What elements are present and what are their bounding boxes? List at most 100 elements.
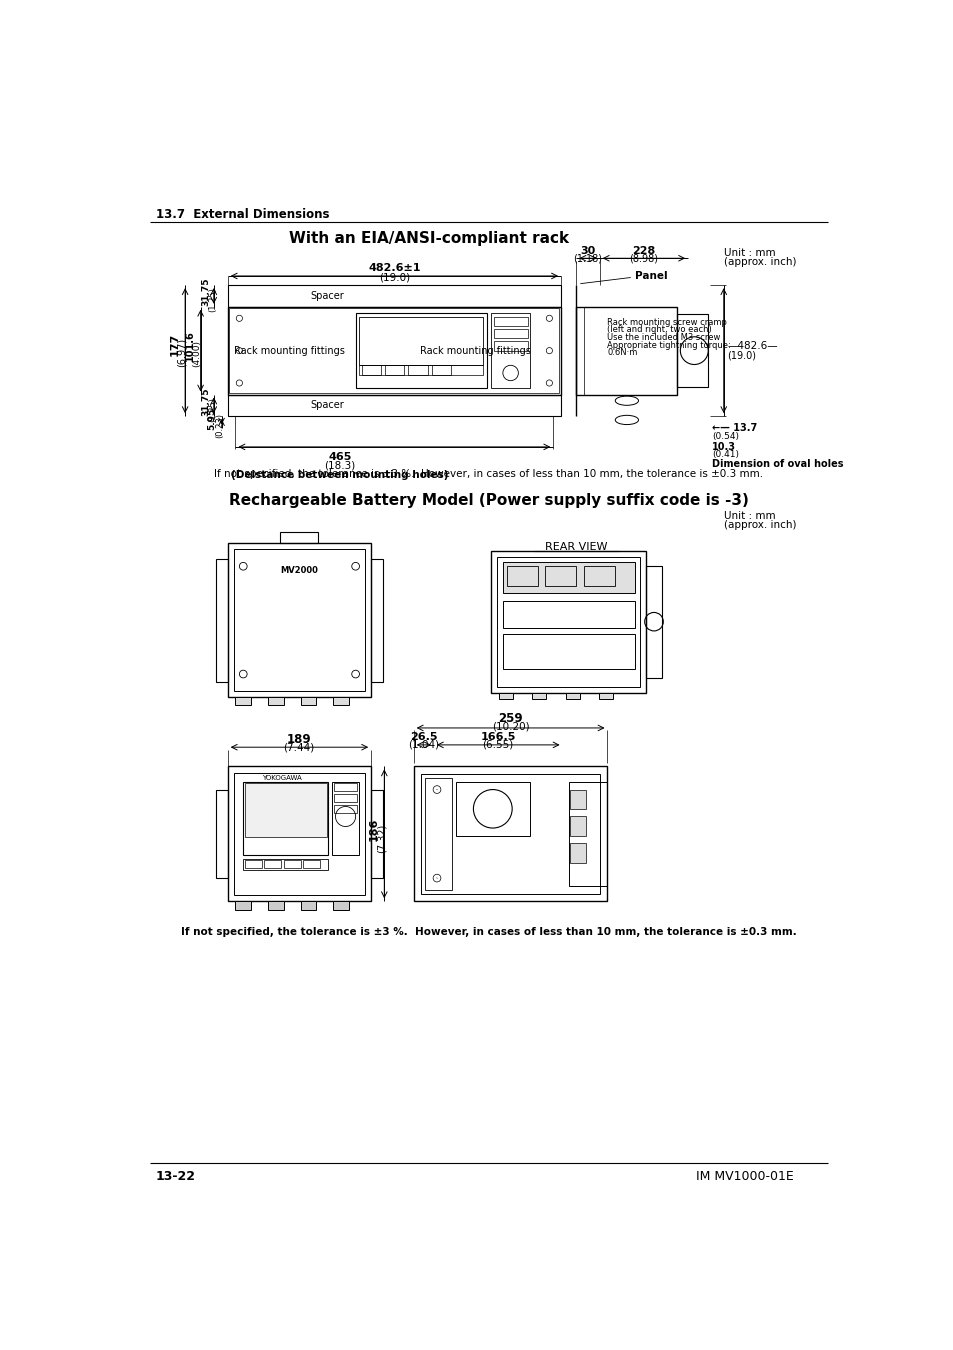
Bar	[333, 902, 348, 910]
Bar	[371, 790, 382, 878]
Bar	[228, 285, 560, 306]
Text: Panel: Panel	[634, 271, 666, 281]
Text: 13.7  External Dimensions: 13.7 External Dimensions	[155, 208, 329, 221]
Bar	[456, 782, 530, 836]
Text: (left and right, two each): (left and right, two each)	[607, 325, 712, 335]
Text: Rechargeable Battery Model (Power supply suffix code is -3): Rechargeable Battery Model (Power supply…	[229, 493, 748, 509]
Bar	[502, 634, 634, 668]
Text: 5.95: 5.95	[208, 408, 216, 429]
Text: If not specified, the tolerance is ±3 %.  However, in cases of less than 10 mm, : If not specified, the tolerance is ±3 %.…	[214, 468, 762, 479]
Text: 31.75: 31.75	[201, 278, 211, 306]
Bar	[576, 306, 677, 394]
Bar	[414, 767, 607, 902]
Bar	[355, 313, 487, 389]
Bar	[506, 566, 537, 586]
Text: (19.0): (19.0)	[378, 273, 410, 282]
Text: 166.5: 166.5	[480, 732, 516, 742]
Bar	[491, 551, 645, 694]
Bar	[583, 566, 615, 586]
Bar	[300, 697, 315, 705]
Bar	[279, 532, 318, 543]
Bar	[565, 694, 579, 699]
Bar	[233, 549, 365, 691]
Bar	[421, 774, 599, 894]
Bar	[303, 860, 319, 868]
Bar	[570, 844, 585, 863]
Bar	[245, 860, 261, 868]
Bar	[408, 366, 427, 374]
Text: 13-22: 13-22	[155, 1169, 195, 1183]
Text: 186: 186	[368, 818, 378, 841]
Text: (1.25): (1.25)	[209, 397, 217, 421]
Text: Rack mounting fittings: Rack mounting fittings	[420, 346, 531, 355]
Bar	[228, 306, 560, 394]
Bar	[493, 317, 527, 325]
Bar	[333, 697, 348, 705]
Text: (7.44): (7.44)	[283, 743, 314, 752]
Bar	[598, 694, 612, 699]
Text: 259: 259	[497, 713, 522, 725]
Bar	[498, 694, 513, 699]
Text: ←— 13.7: ←— 13.7	[711, 423, 757, 432]
Text: (approx. inch): (approx. inch)	[723, 521, 796, 531]
Bar	[425, 778, 452, 890]
Text: Unit : mm: Unit : mm	[723, 248, 775, 258]
Text: (1.25): (1.25)	[209, 288, 217, 312]
Text: 189: 189	[287, 733, 311, 747]
Bar	[334, 794, 356, 802]
Text: (approx. inch): (approx. inch)	[723, 256, 796, 267]
Bar	[235, 697, 251, 705]
Bar	[431, 366, 451, 374]
Text: Dimension of oval holes: Dimension of oval holes	[711, 459, 842, 468]
Text: 31.75: 31.75	[201, 387, 211, 416]
Text: Use the included M3 screw: Use the included M3 screw	[607, 333, 720, 342]
Text: YOKOGAWA: YOKOGAWA	[262, 775, 301, 782]
Bar	[570, 790, 585, 809]
Bar	[497, 558, 639, 687]
Text: (0.41): (0.41)	[711, 450, 739, 459]
Bar	[283, 860, 300, 868]
Bar	[491, 313, 530, 389]
Text: 177: 177	[169, 333, 179, 356]
Bar	[359, 366, 483, 374]
Bar	[502, 563, 634, 593]
Text: If not specified, the tolerance is ±3 %.  However, in cases of less than 10 mm, : If not specified, the tolerance is ±3 %.…	[181, 927, 796, 937]
Bar	[568, 782, 607, 886]
Text: Spacer: Spacer	[311, 401, 344, 410]
Text: (Deistance between mounting holes): (Deistance between mounting holes)	[232, 470, 449, 479]
Text: (6.97): (6.97)	[176, 338, 186, 367]
Text: (19.0): (19.0)	[727, 350, 756, 360]
Bar	[532, 694, 546, 699]
Bar	[243, 782, 328, 855]
Bar	[229, 308, 558, 393]
Text: (10.20): (10.20)	[492, 721, 529, 732]
Bar	[570, 817, 585, 836]
Bar	[245, 783, 327, 837]
Text: 482.6±1: 482.6±1	[368, 263, 420, 273]
Text: (18.3): (18.3)	[324, 460, 355, 470]
Bar	[264, 860, 281, 868]
Text: 30: 30	[579, 246, 595, 255]
Bar	[228, 394, 560, 416]
Bar	[371, 559, 382, 682]
Text: (1.18): (1.18)	[573, 254, 602, 263]
Bar	[677, 315, 707, 387]
Text: 0.6N·m: 0.6N·m	[607, 348, 638, 358]
Bar	[300, 902, 315, 910]
Bar	[385, 366, 404, 374]
Text: MV2000: MV2000	[280, 566, 317, 575]
Bar	[235, 902, 251, 910]
Text: 26.5: 26.5	[410, 732, 437, 742]
Bar	[493, 329, 527, 339]
Bar	[493, 342, 527, 351]
Bar	[228, 543, 371, 697]
Text: (6.55): (6.55)	[482, 740, 514, 749]
Bar	[334, 783, 356, 791]
Bar	[216, 790, 228, 878]
Text: REAR VIEW: REAR VIEW	[545, 541, 607, 552]
Text: 228: 228	[632, 246, 655, 255]
Text: IM MV1000-01E: IM MV1000-01E	[695, 1169, 793, 1183]
Bar	[545, 566, 576, 586]
Text: With an EIA/ANSI-compliant rack: With an EIA/ANSI-compliant rack	[289, 231, 569, 247]
Bar	[243, 859, 328, 871]
